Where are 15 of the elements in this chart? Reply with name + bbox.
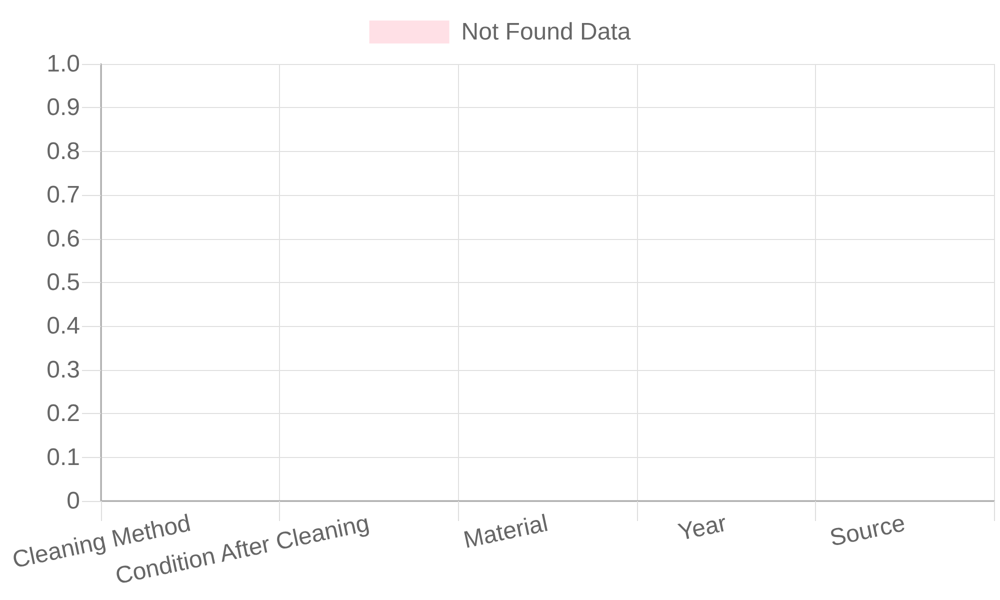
y-tick-label: 0 bbox=[66, 488, 80, 514]
y-tick-label: 0.1 bbox=[46, 444, 80, 471]
x-tick-label: Source bbox=[828, 510, 908, 552]
legend-label: Not Found Data bbox=[461, 18, 632, 46]
y-tick-label: 0.6 bbox=[46, 225, 80, 252]
x-tick-label: Year bbox=[676, 510, 729, 546]
x-tick-label: Material bbox=[461, 510, 550, 554]
y-tick-label: 0.4 bbox=[46, 312, 80, 340]
y-tick-label: 0.2 bbox=[46, 400, 80, 428]
y-tick-label: 1.0 bbox=[46, 50, 80, 78]
y-tick-label: 0.5 bbox=[46, 269, 80, 296]
y-tick-label: 0.8 bbox=[46, 138, 80, 165]
y-tick-label: 0.3 bbox=[46, 356, 80, 384]
y-tick-label: 0.9 bbox=[46, 94, 80, 122]
y-tick-label: 0.7 bbox=[46, 182, 80, 209]
